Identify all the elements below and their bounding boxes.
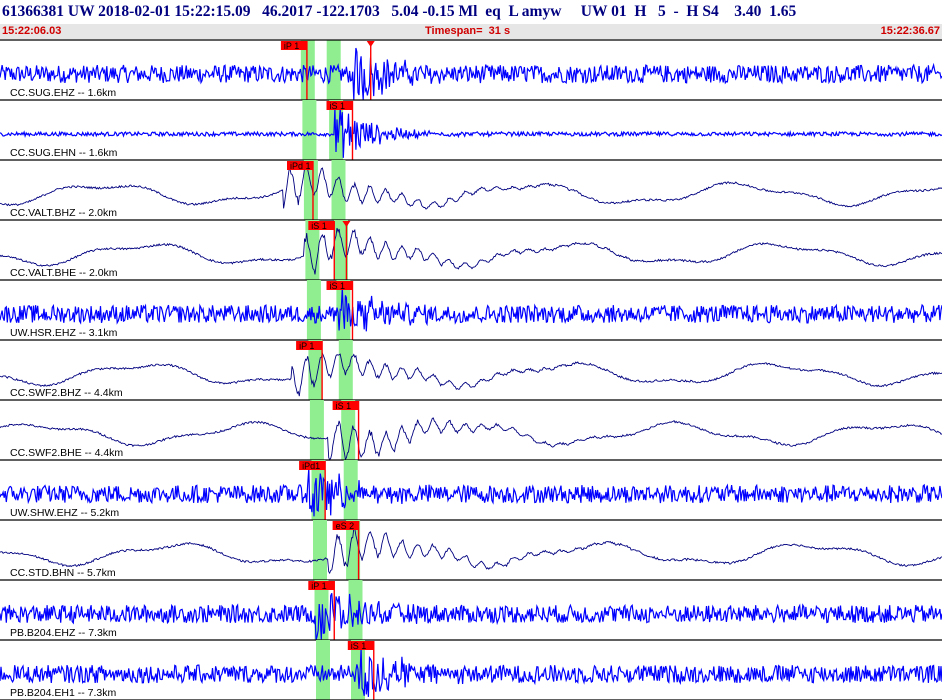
trace-label: CC.VALT.BHE -- 2.0km — [10, 267, 118, 279]
phase-pick-label: iP 1 — [311, 581, 326, 591]
time-bar — [0, 24, 942, 39]
trace-panel: iS 1 CC.SUG.EHN -- 1.6km — [0, 100, 942, 161]
phase-pick-flag[interactable] — [347, 641, 374, 650]
analysis-window — [309, 400, 324, 460]
trace-panel: iPd 1 CC.VALT.BHZ -- 2.0km — [0, 160, 942, 221]
trace-panel: iP 1 CC.SUG.EHZ -- 1.6km — [0, 40, 942, 101]
timespan-label: Timespan= 31 s — [425, 25, 511, 37]
trace-label: UW.SHW.EHZ -- 5.2km — [10, 507, 119, 519]
trace-label: CC.SWF2.BHE -- 4.4km — [10, 447, 123, 459]
phase-pick-label: iPd 1 — [290, 161, 311, 171]
phase-pick-flag[interactable] — [332, 521, 359, 530]
phase-pick-flag[interactable] — [308, 221, 335, 230]
phase-pick-label: iS 1 — [311, 221, 327, 231]
waveform-trace — [0, 417, 942, 461]
analysis-window — [331, 160, 346, 220]
end-time-label: 15:22:36.67 — [880, 25, 940, 37]
trace-panel: iP 1 CC.SWF2.BHZ -- 4.4km — [0, 340, 942, 401]
waveform-trace — [0, 351, 942, 397]
waveform-trace — [0, 593, 942, 641]
analysis-window — [311, 460, 326, 520]
analysis-window — [302, 100, 317, 160]
phase-pick-label: iP 1 — [284, 41, 299, 51]
phase-pick-label: iS 1 — [330, 281, 346, 291]
analysis-window — [308, 340, 323, 400]
start-time-label: 15:22:06.03 — [2, 25, 62, 37]
trace-label: CC.SUG.EHZ -- 1.6km — [10, 87, 116, 99]
waveform-trace — [0, 647, 942, 697]
phase-pick-flag[interactable] — [332, 401, 359, 410]
trace-label: CC.VALT.BHZ -- 2.0km — [10, 207, 117, 219]
phase-pick-label: iPd1 — [302, 461, 320, 471]
trace-label: UW.HSR.EHZ -- 3.1km — [10, 327, 118, 339]
trace-label: PB.B204.EHZ -- 7.3km — [10, 627, 117, 639]
phase-pick-flag[interactable] — [280, 41, 307, 50]
phase-pick-flag[interactable] — [308, 581, 335, 590]
trace-label: CC.SUG.EHN -- 1.6km — [10, 147, 118, 159]
trace-panel: iS 1 CC.VALT.BHE -- 2.0km — [0, 220, 942, 281]
phase-pick-label: iS 1 — [336, 401, 352, 411]
analysis-window — [341, 400, 356, 460]
header-bar: 61366381 UW 2018-02-01 15:22:15.09 46.20… — [0, 0, 942, 40]
waveform-trace — [0, 107, 942, 158]
phase-pick-label: iS 1 — [351, 641, 367, 651]
trace-panel: eS 2 CC.STD.BHN -- 5.7km — [0, 520, 942, 581]
analysis-window — [346, 520, 361, 580]
waveform-trace — [0, 468, 942, 517]
waveform-trace — [0, 227, 942, 275]
analysis-window — [334, 220, 348, 280]
waveform-trace — [0, 166, 942, 210]
analysis-window — [300, 40, 315, 100]
waveform-trace — [0, 287, 942, 332]
phase-pick-label: iS 1 — [330, 101, 346, 111]
pick-marker[interactable] — [366, 41, 375, 47]
trace-panel: iPd1 UW.SHW.EHZ -- 5.2km — [0, 460, 942, 521]
waveform-trace — [0, 47, 942, 101]
phase-pick-flag[interactable] — [326, 281, 353, 290]
trace-label: CC.STD.BHN -- 5.7km — [10, 567, 116, 579]
phase-pick-flag[interactable] — [287, 161, 313, 170]
phase-pick-label: eS 2 — [336, 521, 355, 531]
analysis-window — [306, 280, 321, 340]
analysis-window — [343, 460, 358, 520]
phase-pick-flag[interactable] — [299, 461, 326, 470]
trace-label: CC.SWF2.BHZ -- 4.4km — [10, 387, 123, 399]
trace-panel: iS 1 CC.SWF2.BHE -- 4.4km — [0, 400, 942, 461]
trace-panel: iP 1 PB.B204.EHZ -- 7.3km — [0, 580, 942, 641]
analysis-window — [313, 520, 327, 580]
phase-pick-flag[interactable] — [326, 101, 353, 110]
phase-pick-label: iP 1 — [299, 341, 314, 351]
event-title: 61366381 UW 2018-02-01 15:22:15.09 46.20… — [2, 3, 797, 20]
trace-panel: iS 1 PB.B204.EH1 -- 7.3km — [0, 640, 942, 700]
trace-label: PB.B204.EH1 -- 7.3km — [10, 687, 116, 699]
analysis-window — [303, 160, 318, 220]
waveform-trace — [0, 527, 942, 575]
analysis-window — [338, 340, 353, 400]
trace-panel: iS 1 UW.HSR.EHZ -- 3.1km — [0, 280, 942, 341]
pick-marker[interactable] — [342, 221, 351, 227]
phase-pick-flag[interactable] — [296, 341, 323, 350]
